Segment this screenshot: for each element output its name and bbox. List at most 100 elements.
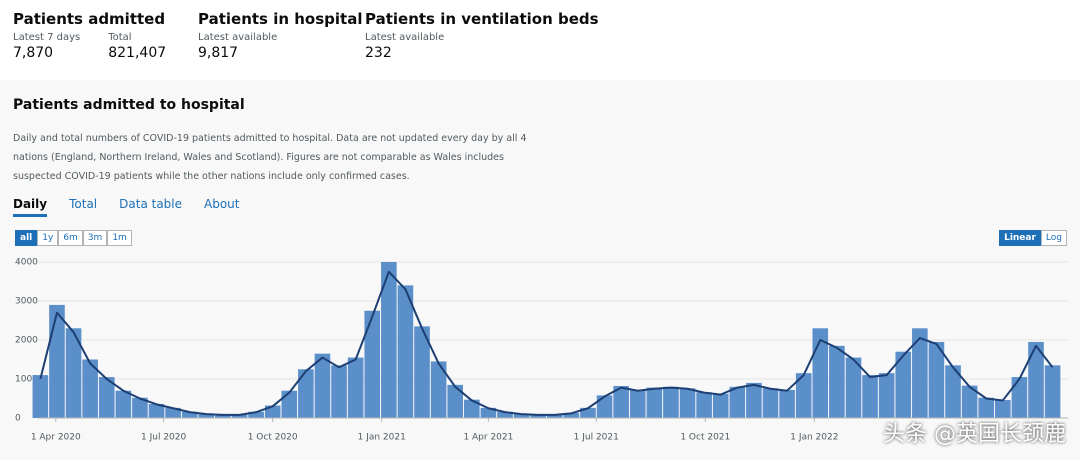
stat-item: Latest available 232 [365, 32, 444, 61]
stat: Patients in hospital Latest available 9,81… [198, 10, 362, 61]
stat-label: Latest 7 days [13, 32, 81, 43]
bar [497, 411, 513, 418]
stat-value: 232 [365, 45, 392, 61]
scale-button[interactable]: Log [1040, 230, 1067, 246]
bar [862, 375, 878, 418]
range-button[interactable]: 1y [37, 230, 59, 246]
range-buttons: all 1y 6m 3m 1m [15, 230, 132, 246]
tabs: Daily Total Data table About [13, 197, 261, 217]
bar [49, 304, 65, 418]
bar [397, 285, 414, 418]
bar [961, 385, 978, 418]
x-tick-label: 1 Apr 2020 [31, 433, 81, 443]
bar [646, 387, 663, 418]
bar [231, 414, 248, 418]
bar [895, 351, 912, 418]
bar [530, 414, 546, 418]
bar [414, 326, 430, 418]
stat-value: 7,870 [13, 45, 54, 61]
bar [878, 373, 895, 418]
bar [464, 399, 480, 418]
bar [215, 414, 231, 418]
bar [812, 328, 829, 418]
bar [563, 412, 580, 418]
bar [364, 310, 381, 418]
bar [580, 407, 596, 418]
bar [248, 411, 264, 418]
range-button[interactable]: 6m [58, 230, 83, 246]
x-tick-label: 1 Oct 2020 [248, 433, 298, 443]
bar [1028, 341, 1044, 418]
bar [712, 393, 729, 418]
bar [430, 361, 447, 418]
x-tick-label: 1 Jan 2021 [358, 433, 406, 443]
bar [679, 388, 696, 418]
bar [629, 389, 646, 418]
bar [663, 386, 679, 418]
bar [82, 359, 98, 418]
bar [845, 357, 862, 418]
x-tick-label: 1 Jul 2021 [574, 433, 619, 443]
stat-label: Latest available [198, 32, 278, 43]
y-tick-label: 2000 [15, 336, 38, 346]
bar [331, 365, 347, 418]
bar [314, 353, 331, 418]
tab[interactable]: Data table [119, 197, 182, 211]
x-tick-label: 1 Apr 2021 [463, 433, 513, 443]
y-tick-label: 0 [15, 414, 21, 424]
bar [148, 403, 165, 418]
bar [115, 390, 132, 418]
bar [945, 365, 961, 418]
stat-value: 9,817 [198, 45, 239, 61]
bar [729, 386, 746, 418]
stat-item: Total 821,407 [108, 32, 166, 61]
bar [696, 392, 712, 418]
y-tick-label: 4000 [15, 258, 38, 268]
card-title: Patients admitted to hospital [13, 97, 245, 113]
stat-title: Patients admitted [13, 10, 166, 28]
bar [746, 382, 762, 418]
bar [978, 397, 995, 418]
stat: Patients admitted Latest 7 days 7,870 Total… [13, 10, 194, 61]
range-button[interactable]: 3m [82, 230, 108, 246]
stat-title: Patients in hospital [198, 10, 363, 28]
x-tick-label: 1 Oct 2021 [680, 433, 730, 443]
stat-value: 821,407 [108, 45, 167, 61]
range-button[interactable]: all [15, 230, 38, 246]
stat-label: Latest available [365, 32, 445, 43]
bar [198, 413, 215, 418]
bar [98, 377, 115, 418]
stat-item: Latest 7 days 7,870 [13, 32, 80, 61]
chart: 0 1000 2000 3000 4000 1 Apr 2020 1 Jul 2020 1 O… [15, 258, 1068, 443]
range-button[interactable]: 1m [107, 230, 132, 246]
average-line [39, 270, 1054, 416]
tab[interactable]: Total [69, 197, 98, 211]
stat: Patients in ventilation beds Latest avail… [365, 10, 599, 61]
bar [912, 328, 928, 418]
stat-label: Total [108, 32, 132, 43]
bar [65, 328, 82, 418]
watermark: 头条 @英国长颈鹿 [883, 422, 1066, 447]
bar [165, 407, 181, 418]
bar [762, 388, 779, 418]
bar [32, 375, 49, 418]
bar [1044, 365, 1061, 418]
y-tick-label: 1000 [15, 375, 38, 385]
bar [181, 411, 198, 418]
tab[interactable]: Daily [13, 197, 48, 217]
scale-button[interactable]: Linear [999, 230, 1041, 246]
bar [347, 357, 364, 418]
bar [546, 414, 563, 418]
bar [132, 397, 148, 418]
bar [447, 384, 464, 418]
x-tick-label: 1 Jul 2020 [141, 433, 186, 443]
tab[interactable]: About [204, 197, 240, 211]
bar [596, 395, 613, 418]
bar [613, 386, 629, 418]
x-tick-label: 1 Jan 2022 [790, 433, 838, 443]
y-tick-label: 3000 [15, 297, 38, 307]
bar [795, 373, 812, 418]
bar [381, 262, 397, 418]
bar [281, 390, 298, 418]
